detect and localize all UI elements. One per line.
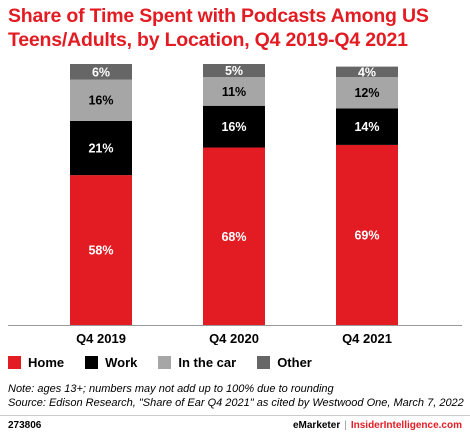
chart-note: Note: ages 13+; numbers may not add up t… (8, 383, 334, 395)
bar-home-q4-2021 (336, 144, 398, 325)
chart-source: Source: Edison Research, "Share of Ear Q… (8, 397, 464, 409)
bar-in-the-car-q4-2021 (336, 77, 398, 109)
legend-label-work: Work (105, 354, 138, 370)
footer-brand: eMarketer | InsiderIntelligence.com (293, 420, 462, 431)
footer-divider (0, 415, 470, 416)
data-label-other-q4-2020: 5% (225, 64, 243, 78)
data-label-home-q4-2021: 69% (354, 228, 379, 242)
legend-item-work: Work (85, 355, 137, 370)
x-tick-label-q4-2021: Q4 2021 (342, 331, 392, 345)
data-label-work-q4-2019: 21% (88, 141, 113, 155)
legend-item-other: Other (257, 355, 312, 370)
legend-swatch-home (8, 355, 21, 369)
legend-label-other: Other (277, 354, 312, 370)
legend-label-home: Home (28, 354, 65, 370)
legend-swatch-work (85, 355, 99, 369)
data-label-work-q4-2020: 16% (221, 120, 246, 134)
chart-id: 273806 (8, 420, 42, 431)
bar-home-q4-2019 (70, 175, 132, 325)
brand-separator: | (344, 420, 347, 431)
legend-swatch-other (257, 355, 271, 369)
data-label-work-q4-2021: 14% (354, 120, 379, 134)
bar-work-q4-2019 (70, 120, 132, 176)
legend-item-home: Home (8, 355, 64, 370)
data-label-in-the-car-q4-2021: 12% (354, 86, 379, 100)
insiderintelligence-brand: InsiderIntelligence.com (350, 420, 462, 431)
bar-in-the-car-q4-2020 (203, 77, 265, 106)
data-label-in-the-car-q4-2019: 16% (88, 94, 113, 108)
bar-other-q4-2021 (336, 66, 398, 78)
data-label-other-q4-2021: 4% (358, 65, 376, 79)
bar-home-q4-2020 (203, 147, 265, 325)
bar-in-the-car-q4-2019 (70, 79, 132, 121)
data-label-other-q4-2019: 6% (92, 65, 110, 79)
x-tick-label-q4-2020: Q4 2020 (209, 331, 259, 345)
legend-swatch-in-the-car (158, 355, 172, 369)
data-label-in-the-car-q4-2020: 11% (222, 85, 246, 99)
chart-legend: Home Work In the car Other (8, 353, 333, 371)
bar-other-q4-2019 (70, 64, 132, 80)
legend-label-in-the-car: In the car (178, 354, 237, 370)
data-label-home-q4-2020: 68% (221, 230, 246, 244)
bar-work-q4-2020 (203, 105, 265, 148)
emarketer-brand: eMarketer (292, 420, 341, 431)
chart-title: Share of Time Spent with Podcasts Among … (8, 5, 429, 51)
data-label-home-q4-2019: 58% (88, 244, 113, 258)
x-tick-label-q4-2019: Q4 2019 (76, 331, 126, 345)
bar-work-q4-2021 (336, 108, 398, 145)
legend-item-in-the-car: In the car (158, 355, 236, 370)
bar-other-q4-2020 (203, 64, 265, 78)
stacked-bar-chart: 58% 21% 16% 6% Q4 2019 68% 16% 11% 5% Q4 2020 69% 1… (8, 64, 462, 345)
